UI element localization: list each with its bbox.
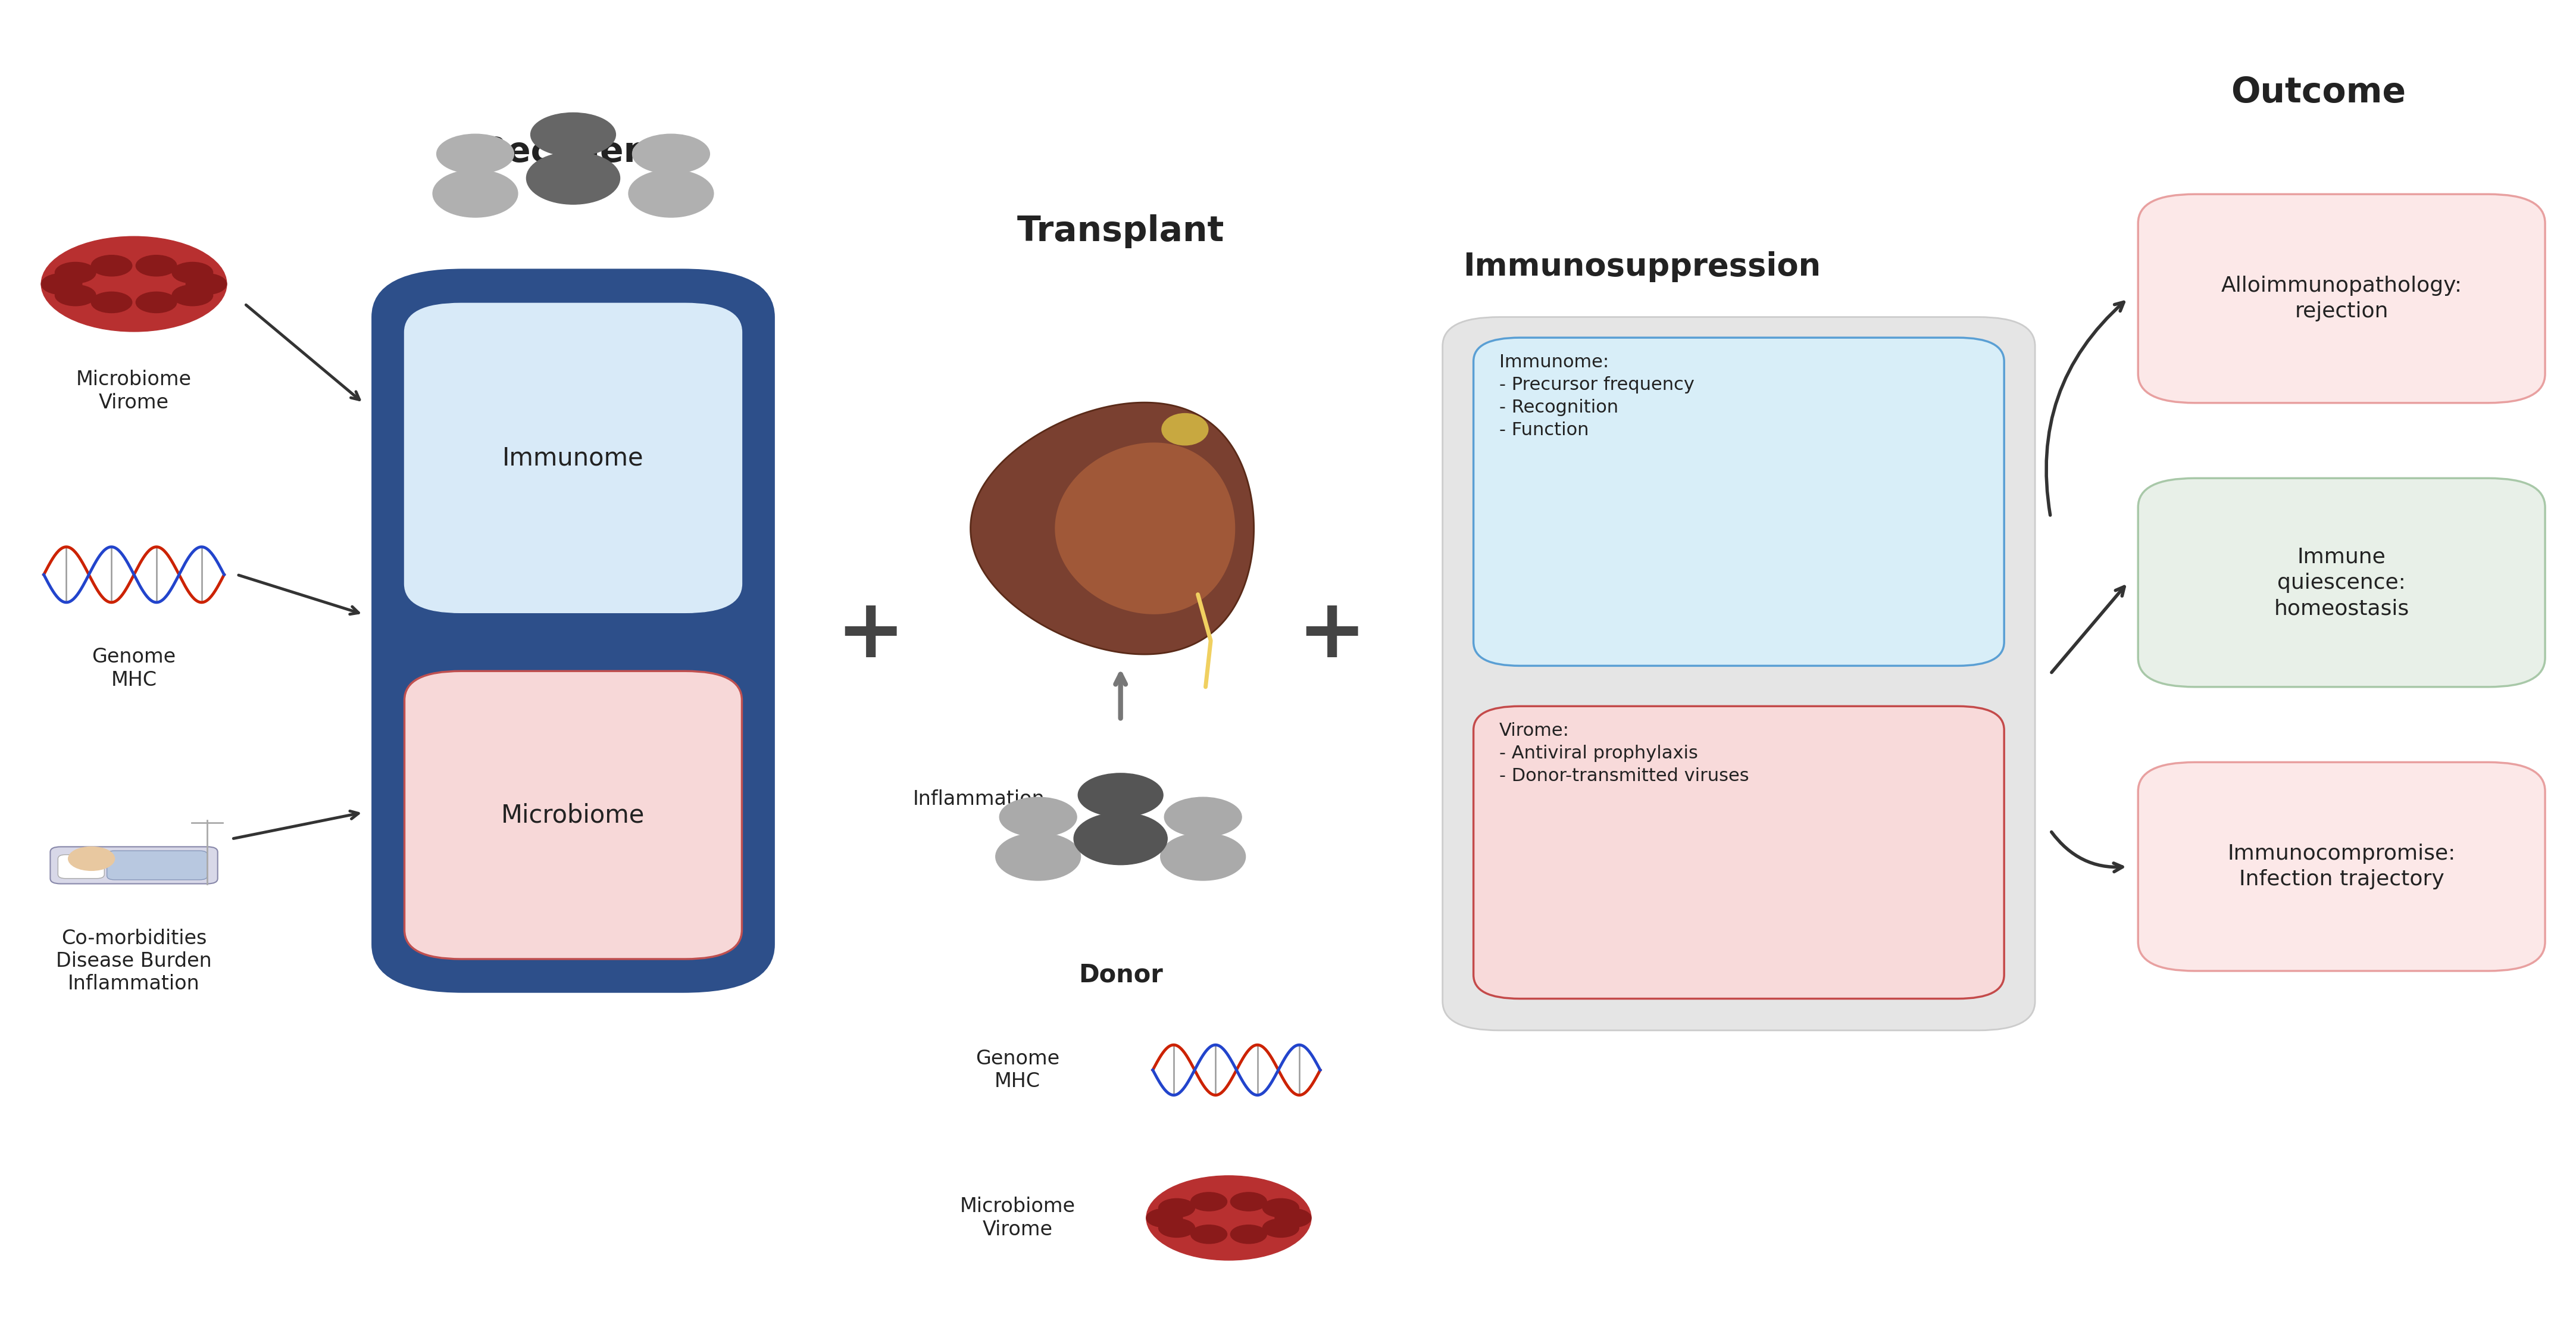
Text: Immunome:
- Precursor frequency
- Recognition
- Function: Immunome: - Precursor frequency - Recogn… (1499, 354, 1695, 439)
Ellipse shape (994, 832, 1082, 880)
Text: Inflammation: Inflammation (912, 790, 1046, 808)
FancyBboxPatch shape (106, 851, 206, 880)
Text: Microbiome
Virome: Microbiome Virome (77, 370, 191, 412)
Circle shape (1159, 1198, 1195, 1217)
Text: Immune
quiescence:
homeostasis: Immune quiescence: homeostasis (2275, 547, 2409, 618)
Circle shape (137, 292, 178, 313)
Circle shape (1275, 1209, 1311, 1227)
Text: Outcome: Outcome (2231, 75, 2406, 110)
FancyBboxPatch shape (374, 271, 773, 991)
Circle shape (185, 273, 227, 295)
Text: Donor: Donor (1079, 963, 1162, 987)
Circle shape (173, 285, 214, 306)
Circle shape (999, 798, 1077, 838)
Text: Recipient: Recipient (482, 135, 665, 169)
FancyBboxPatch shape (57, 855, 103, 878)
Polygon shape (1056, 443, 1236, 614)
Text: Co-morbidities
Disease Burden
Inflammation: Co-morbidities Disease Burden Inflammati… (57, 929, 211, 993)
Circle shape (90, 255, 131, 276)
Circle shape (41, 236, 227, 332)
Text: Transplant: Transplant (1018, 214, 1224, 248)
Ellipse shape (629, 169, 714, 217)
Text: Immunosuppression: Immunosuppression (1463, 251, 1821, 283)
Circle shape (1159, 1219, 1195, 1238)
Text: Virome:
- Antiviral prophylaxis
- Donor-transmitted viruses: Virome: - Antiviral prophylaxis - Donor-… (1499, 723, 1749, 785)
Circle shape (1146, 1209, 1182, 1227)
Polygon shape (971, 403, 1255, 654)
FancyBboxPatch shape (2138, 194, 2545, 403)
Circle shape (1190, 1225, 1226, 1243)
Text: Alloimmunopathology:
rejection: Alloimmunopathology: rejection (2221, 276, 2463, 321)
Text: Genome
MHC: Genome MHC (976, 1049, 1059, 1091)
FancyBboxPatch shape (1473, 338, 2004, 666)
FancyBboxPatch shape (2138, 762, 2545, 971)
Text: Microbiome: Microbiome (502, 803, 644, 827)
FancyBboxPatch shape (404, 671, 742, 959)
Text: +: + (1298, 594, 1365, 674)
FancyBboxPatch shape (2138, 478, 2545, 687)
Circle shape (1231, 1225, 1267, 1243)
Ellipse shape (1159, 832, 1244, 880)
Circle shape (41, 273, 82, 295)
FancyBboxPatch shape (1473, 707, 2004, 999)
Circle shape (54, 285, 95, 306)
Text: +: + (837, 594, 904, 674)
Circle shape (137, 255, 178, 276)
Circle shape (90, 292, 131, 313)
Circle shape (67, 847, 113, 871)
Text: Genome
MHC: Genome MHC (93, 647, 175, 690)
Circle shape (1190, 1193, 1226, 1211)
Text: Immunome: Immunome (502, 445, 644, 470)
FancyBboxPatch shape (1443, 317, 2035, 1030)
Circle shape (1146, 1176, 1311, 1260)
Circle shape (531, 112, 616, 156)
Circle shape (1077, 773, 1164, 816)
Circle shape (1231, 1193, 1267, 1211)
Circle shape (435, 133, 513, 173)
FancyBboxPatch shape (49, 847, 216, 884)
Ellipse shape (1074, 812, 1167, 865)
Circle shape (1262, 1219, 1298, 1238)
Text: Microbiome
Virome: Microbiome Virome (961, 1197, 1074, 1239)
Circle shape (1164, 798, 1242, 838)
Text: Immunocompromise:
Infection trajectory: Immunocompromise: Infection trajectory (2228, 844, 2455, 889)
Circle shape (1262, 1198, 1298, 1217)
FancyBboxPatch shape (404, 304, 742, 613)
Circle shape (631, 133, 708, 173)
Circle shape (173, 262, 214, 283)
Circle shape (54, 262, 95, 283)
Ellipse shape (433, 169, 518, 217)
Ellipse shape (1162, 413, 1208, 445)
Ellipse shape (526, 152, 621, 205)
